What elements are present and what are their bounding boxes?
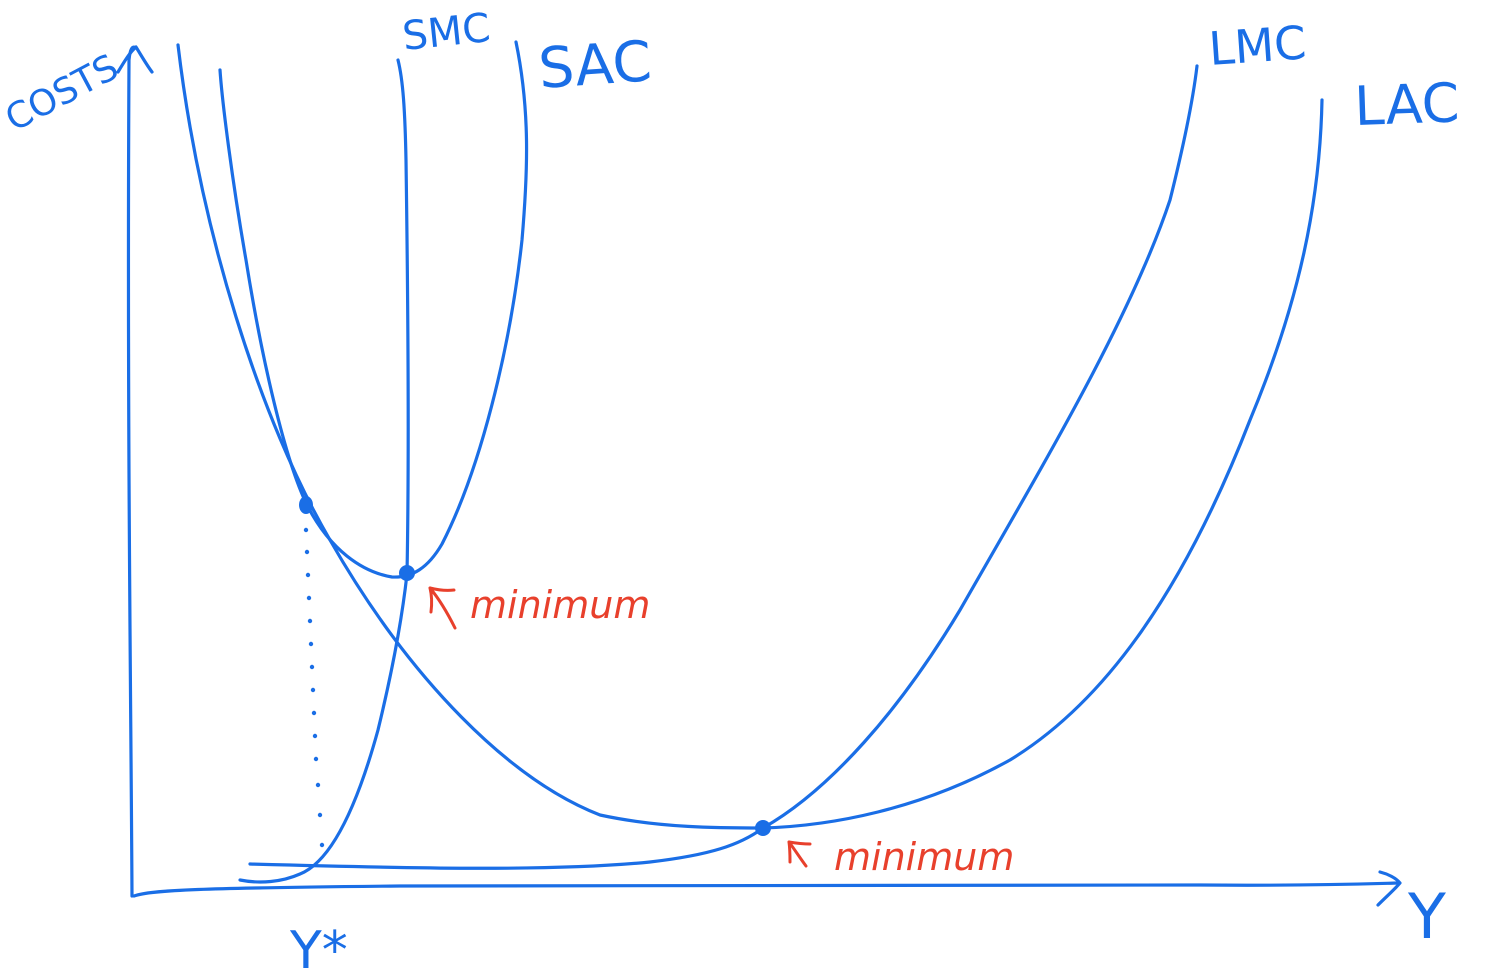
x-axis-arrowhead [1376,870,1402,907]
smc-label: SMC [400,5,492,60]
y-axis [126,45,138,898]
lac-minimum-annotation: minimum [834,835,1014,879]
lac-curve [176,43,1324,830]
y-axis-arrowhead [116,45,154,74]
sac-lac-tangency-point [299,496,313,514]
y-star-label: Y* [289,921,348,980]
x-axis [132,881,1400,898]
lmc-curve [248,64,1199,870]
sac-curve [218,40,529,579]
lac-minimum-arrow [787,840,812,868]
lac-label: LAC [1353,71,1460,138]
x-axis-label: Y [1407,880,1446,953]
lac-minimum-point [755,820,771,836]
y-star-dotted-guide [303,527,325,848]
sac-label: SAC [536,29,653,102]
sac-minimum-point [399,565,415,581]
smc-curve [238,58,410,884]
sac-minimum-arrow [428,586,457,630]
lmc-label: LMC [1207,15,1308,76]
sac-minimum-annotation: minimum [470,583,650,627]
y-axis-label: COSTS [0,47,125,140]
